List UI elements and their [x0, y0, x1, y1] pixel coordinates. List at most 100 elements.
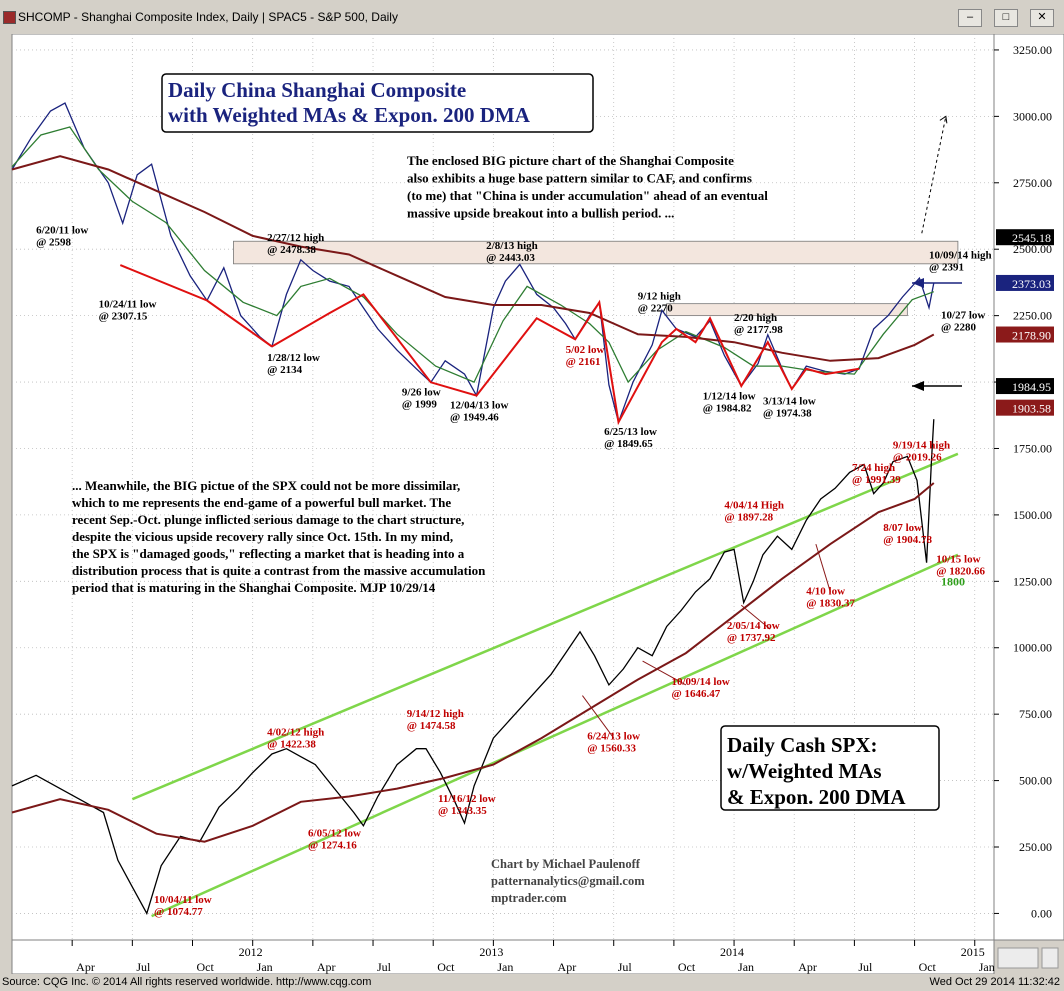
x-month-label: Oct — [197, 960, 215, 974]
status-bar: Source: CQG Inc. © 2014 All rights reser… — [0, 974, 1064, 991]
x-year-label: 2015 — [961, 945, 985, 959]
annotation: 3/13/14 low@ 1974.38 — [763, 396, 816, 420]
y-tick-label: 1750.00 — [1013, 441, 1052, 455]
pointer-arrow-head — [912, 381, 924, 392]
annotation: 10/09/14 high@ 2391 — [929, 250, 992, 274]
annotation: 2/8/13 high@ 2443.03 — [486, 240, 538, 264]
annotation-text: 9/26 low — [402, 386, 441, 398]
y-tick-label: 500.00 — [1019, 774, 1052, 788]
commentary-line: also exhibits a huge base pattern simila… — [407, 171, 752, 186]
trend-line — [119, 264, 273, 348]
annotation-text: @ 1737.92 — [727, 632, 776, 644]
annotation: 1/28/12 low@ 2134 — [267, 352, 320, 376]
annotation: 7/24 high@ 1991.39 — [852, 462, 901, 486]
annotation-text: 3/13/14 low — [763, 396, 816, 408]
annotation-text: @ 1646.47 — [671, 688, 720, 700]
maximize-button[interactable]: □ — [994, 9, 1018, 27]
price-box-label: 1984.95 — [1012, 380, 1051, 394]
annotation-text: @ 1991.39 — [852, 474, 901, 486]
annotation-text: @ 2177.98 — [734, 324, 783, 336]
title-text: Daily Cash SPX: — [727, 733, 878, 757]
trend-line — [271, 293, 860, 426]
annotation-text: 1/12/14 low — [703, 390, 756, 402]
annotation-text: @ 1830.37 — [806, 598, 855, 610]
window-title: SHCOMP - Shanghai Composite Index, Daily… — [18, 10, 398, 24]
x-axis-panel — [11, 939, 995, 974]
price-series-line — [11, 482, 935, 843]
annotation: 9/26 low@ 1999 — [402, 386, 441, 410]
x-month-label: Oct — [919, 960, 937, 974]
commentary-line: distribution process that is quite a con… — [72, 563, 486, 578]
app-icon — [3, 11, 16, 24]
annotation-text: 6/25/13 low — [604, 426, 657, 438]
annotation-text: @ 1422.38 — [267, 738, 316, 750]
annotation: 6/05/12 low@ 1274.16 — [308, 827, 361, 851]
price-box-label: 2373.03 — [1012, 277, 1051, 291]
source-credit: Source: CQG Inc. © 2014 All rights reser… — [2, 976, 372, 988]
annotation: 6/25/13 low@ 1849.65 — [604, 426, 657, 450]
annotation: 4/02/12 high@ 1422.38 — [267, 726, 324, 750]
commentary-line: period that is maturing in the Shanghai … — [72, 580, 436, 595]
price-chart[interactable]: 3250.003000.002750.002500.002250.002000.… — [0, 34, 1064, 974]
y-tick-label: 2250.00 — [1013, 309, 1052, 323]
x-month-label: Oct — [437, 960, 455, 974]
annotation-text: @ 2598 — [36, 236, 71, 248]
annotation-text: 10/09/14 high — [929, 250, 992, 262]
channel-line — [131, 452, 959, 801]
x-month-label: Jan — [497, 960, 513, 974]
price-box — [996, 399, 1054, 416]
commentary-line: which to me represents the end-game of a… — [72, 495, 451, 510]
annotation-text: @ 1274.16 — [308, 839, 357, 851]
leader-line — [642, 660, 687, 686]
annotation-text: 9/19/14 high — [893, 439, 950, 451]
annotation: 11/16/12 low@ 1343.35 — [438, 793, 496, 817]
annotation: 2/20 high@ 2177.98 — [734, 312, 783, 336]
annotation-text: 6/05/12 low — [308, 827, 361, 839]
credit-block: Chart by Michael Paulenoff patternanalyti… — [491, 857, 645, 905]
annotation-text: @ 2443.03 — [486, 252, 535, 264]
title-box-frame — [720, 725, 940, 811]
annotation-text: 10/24/11 low — [99, 299, 157, 311]
y-tick-label: 1250.00 — [1013, 574, 1052, 588]
y-tick-label: 2500.00 — [1013, 242, 1052, 256]
annotation: 10/24/11 low@ 2307.15 — [99, 299, 157, 323]
x-month-label: Apr — [317, 960, 336, 974]
x-month-label: Jul — [136, 960, 151, 974]
y-tick-label: 3250.00 — [1013, 43, 1052, 57]
annotation-text: 2/27/12 high — [267, 232, 324, 244]
credit-line: patternanalytics@gmail.com — [491, 874, 645, 888]
leader-line — [582, 695, 615, 739]
annotation-text: @ 2270 — [638, 303, 673, 315]
annotation-text: @ 2391 — [929, 262, 964, 274]
annotation-text: @ 1074.77 — [154, 906, 203, 918]
annotation-text: @ 2019.26 — [893, 451, 942, 463]
x-month-label: Apr — [76, 960, 95, 974]
annotation-text: 4/04/14 High — [724, 499, 784, 511]
title-text: & Expon. 200 DMA — [727, 785, 906, 809]
x-year-label: 2013 — [479, 945, 503, 959]
x-month-label: Apr — [558, 960, 577, 974]
annotation: 4/10 low@ 1830.37 — [806, 586, 855, 610]
annotation-text: @ 2307.15 — [99, 311, 148, 323]
annotation: 4/04/14 High@ 1897.28 — [724, 499, 784, 523]
commentary-line: ... Meanwhile, the BIG pictue of the SPX… — [72, 478, 460, 493]
annotation-text: @ 1820.66 — [936, 566, 985, 578]
y-axis-panel — [993, 34, 1064, 941]
annotation: 9/19/14 high@ 2019.26 — [893, 439, 950, 463]
annotation: 2/27/12 high@ 2478.38 — [267, 232, 324, 256]
annotation-text: 5/02 low — [566, 344, 605, 356]
close-button[interactable]: ✕ — [1030, 9, 1054, 27]
y-tick-label: 1000.00 — [1013, 641, 1052, 655]
annotation-text: 10/09/14 low — [671, 676, 729, 688]
minimize-button[interactable]: – — [958, 9, 982, 27]
x-scroll-control — [997, 947, 1039, 969]
annotation-text: 11/16/12 low — [438, 793, 496, 805]
price-box-label: 1903.58 — [1012, 402, 1051, 416]
annotation-text: @ 1999 — [402, 398, 437, 410]
annotation-text: @ 2161 — [566, 356, 601, 368]
timestamp: Wed Oct 29 2014 11:32:42 — [929, 976, 1060, 988]
target-arrow-line — [921, 116, 947, 234]
annotation-text: 9/12 high — [638, 291, 681, 303]
